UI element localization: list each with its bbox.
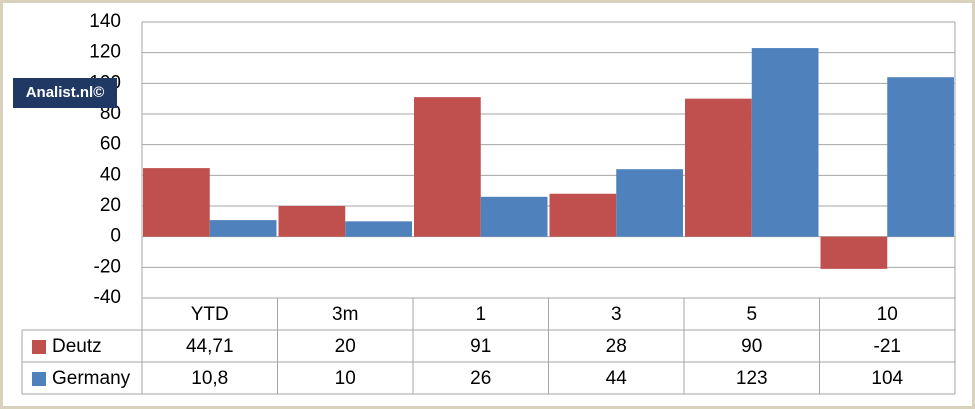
table-value: 123 xyxy=(736,368,768,389)
bar xyxy=(685,98,752,237)
bar xyxy=(209,220,277,237)
legend-label: Germany xyxy=(52,368,131,389)
y-tick-label: 20 xyxy=(100,195,121,216)
table-value: 90 xyxy=(741,336,762,357)
x-tick-label: 3 xyxy=(611,304,622,325)
table-value: 28 xyxy=(606,336,627,357)
y-tick-label: -20 xyxy=(94,256,121,277)
y-tick-label: 0 xyxy=(110,226,121,247)
table-value: 44,71 xyxy=(186,336,234,357)
table-value: 44 xyxy=(606,368,628,389)
bar xyxy=(414,97,481,237)
table-value: 10 xyxy=(335,368,356,389)
bar xyxy=(278,206,346,237)
watermark-box xyxy=(13,78,117,108)
table-value: 26 xyxy=(470,368,491,389)
table-value: 20 xyxy=(335,336,356,357)
legend-label: Deutz xyxy=(52,336,102,357)
y-tick-label: 80 xyxy=(100,103,121,124)
x-tick-label: 10 xyxy=(877,304,898,325)
x-tick-label: 3m xyxy=(332,304,358,325)
x-tick-label: 1 xyxy=(475,304,486,325)
x-tick-label: 5 xyxy=(746,304,757,325)
y-tick-label: 140 xyxy=(89,11,121,32)
y-tick-label: 120 xyxy=(89,42,121,63)
bar xyxy=(887,77,954,237)
bar xyxy=(616,169,683,237)
legend-key xyxy=(32,372,46,386)
legend-key xyxy=(32,340,46,354)
table-value: 10,8 xyxy=(191,368,228,389)
bar xyxy=(345,221,412,237)
bars xyxy=(143,48,954,269)
bar xyxy=(751,48,819,237)
bar xyxy=(143,168,210,237)
data-table: YTD 3m 1 3 5 10 Deutz 44,71 20 91 28 90 -21 Germany 10… xyxy=(21,297,956,395)
x-tick-label: YTD xyxy=(191,304,229,325)
bar xyxy=(480,196,548,237)
bar xyxy=(820,236,888,269)
table-value: -21 xyxy=(874,336,901,357)
y-tick-label: 40 xyxy=(100,164,121,185)
bar xyxy=(549,193,617,237)
table-value: 104 xyxy=(871,368,903,389)
y-tick-label: -40 xyxy=(94,287,121,308)
y-tick-label: 60 xyxy=(100,134,121,155)
watermark: Analist.nl© xyxy=(26,84,105,101)
table-value: 91 xyxy=(470,336,491,357)
